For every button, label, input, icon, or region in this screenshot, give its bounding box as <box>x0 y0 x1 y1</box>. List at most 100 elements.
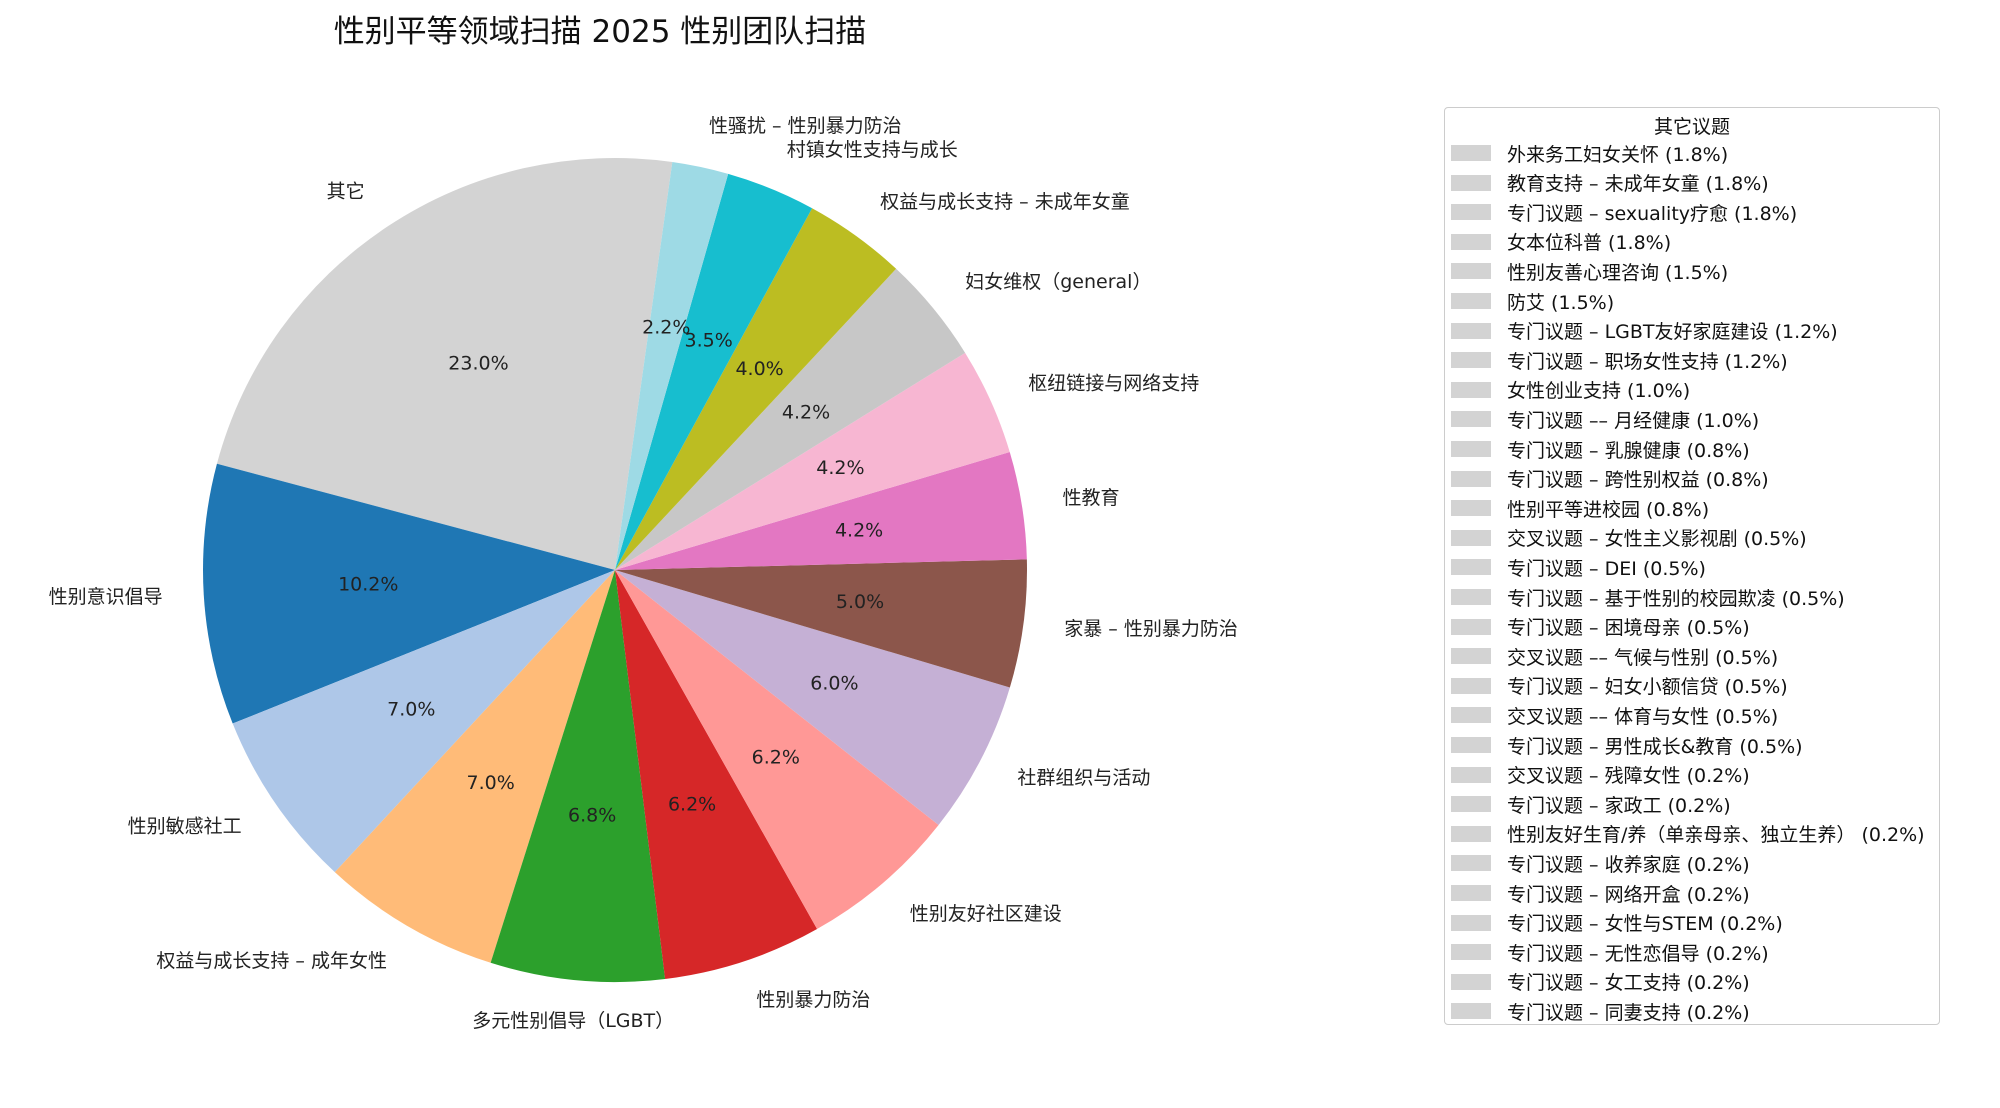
legend-item: 专门议题 – 收养家庭 (0.2%) <box>1451 849 1750 877</box>
slice-percent-label: 3.5% <box>685 330 733 352</box>
legend-swatch <box>1451 381 1491 398</box>
legend-label: 专门议题 – 困境母亲 (0.5%) <box>1507 617 1750 640</box>
legend-swatch <box>1451 559 1491 576</box>
pie-slice <box>615 173 813 570</box>
legend-swatch <box>1451 648 1491 665</box>
legend-item: 专门议题 – sexuality疗愈 (1.8%) <box>1451 198 1797 226</box>
slice-percent-label: 4.2% <box>835 520 883 542</box>
legend-item: 专门议题 – 妇女小额信贷 (0.5%) <box>1451 672 1788 700</box>
legend-swatch <box>1451 825 1491 842</box>
legend-item: 教育支持 – 未成年女童 (1.8%) <box>1451 169 1769 197</box>
slice-category-label: 妇女维权（general） <box>965 271 1151 293</box>
legend-item: 交叉议题 – 女性主义影视剧 (0.5%) <box>1451 524 1807 552</box>
legend-swatch <box>1451 677 1491 694</box>
legend-swatch <box>1451 263 1491 280</box>
slice-category-label: 多元性别倡导（LGBT） <box>472 1010 674 1032</box>
slice-percent-label: 2.2% <box>642 317 690 339</box>
legend-label: 女性创业支持 (1.0%) <box>1507 380 1691 403</box>
legend-item: 专门议题 – 无性恋倡导 (0.2%) <box>1451 938 1769 966</box>
legend-label: 外来务工妇女关怀 (1.8%) <box>1507 143 1729 166</box>
slice-percent-label: 10.2% <box>338 573 398 595</box>
pie-slice <box>615 162 729 570</box>
slice-percent-label: 6.0% <box>810 672 858 694</box>
legend-item: 专门议题 – 同妻支持 (0.2%) <box>1451 997 1750 1025</box>
legend-item: 女性创业支持 (1.0%) <box>1451 376 1690 404</box>
legend-swatch <box>1451 174 1491 191</box>
legend-label: 专门议题 – 男性成长&教育 (0.5%) <box>1507 735 1803 758</box>
slice-category-label: 性别敏感社工 <box>128 815 242 837</box>
slice-category-label: 性别友好社区建设 <box>910 903 1062 925</box>
slice-category-label: 性骚扰 – 性别暴力防治 <box>709 115 902 137</box>
legend-label: 专门议题 – 职场女性支持 (1.2%) <box>1507 350 1788 373</box>
slice-category-label: 村镇女性支持与成长 <box>787 139 958 161</box>
legend-label: 专门议题 – 同妻支持 (0.2%) <box>1507 1001 1750 1024</box>
legend-label: 交叉议题 – 女性主义影视剧 (0.5%) <box>1507 528 1807 551</box>
legend-swatch <box>1451 500 1491 517</box>
legend-label: 防艾 (1.5%) <box>1507 291 1615 314</box>
legend-item: 专门议题 – DEI (0.5%) <box>1451 553 1706 581</box>
pie-slice <box>615 559 1027 688</box>
legend-swatch <box>1451 885 1491 901</box>
slice-category-label: 性教育 <box>1063 487 1120 509</box>
legend-item: 专门议题 – 基于性别的校园欺凌 (0.5%) <box>1451 583 1845 611</box>
pie-slice <box>232 570 615 873</box>
pie-slice <box>615 570 818 979</box>
chart-title: 性别平等领域扫描 2025 性别团队扫描 <box>333 14 867 50</box>
legend-item: 外来务工妇女关怀 (1.8%) <box>1451 139 1728 167</box>
legend-item: 交叉议题 –– 气候与性别 (0.5%) <box>1451 642 1778 670</box>
pie-slice <box>615 451 1027 570</box>
legend-label: 专门议题 – 无性恋倡导 (0.2%) <box>1507 942 1769 965</box>
legend-label: 专门议题 – 跨性别权益 (0.8%) <box>1507 469 1769 492</box>
legend-item: 性别友善心理咨询 (1.5%) <box>1451 257 1728 285</box>
slice-percent-label: 4.2% <box>782 402 830 424</box>
legend-label: 专门议题 – 乳腺健康 (0.8%) <box>1507 439 1750 462</box>
legend-label: 性别平等进校园 (0.8%) <box>1507 498 1710 521</box>
legend-swatch <box>1451 766 1491 783</box>
legend-swatch <box>1451 589 1491 605</box>
legend-item: 专门议题 – 女工支持 (0.2%) <box>1451 968 1750 996</box>
legend-item: 专门议题 – 家政工 (0.2%) <box>1451 790 1731 818</box>
legend-item: 专门议题 – 乳腺健康 (0.8%) <box>1451 435 1750 463</box>
legend-item: 专门议题 – 网络开盒 (0.2%) <box>1451 879 1750 907</box>
slice-percent-label: 23.0% <box>448 352 508 374</box>
legend-swatch <box>1451 796 1491 813</box>
legend-label: 女本位科普 (1.8%) <box>1507 232 1672 255</box>
legend-swatch <box>1451 293 1491 309</box>
legend-label: 专门议题 – sexuality疗愈 (1.8%) <box>1507 202 1798 225</box>
legend-item: 女本位科普 (1.8%) <box>1451 228 1671 256</box>
legend-swatch <box>1451 441 1491 457</box>
legend-label: 交叉议题 –– 气候与性别 (0.5%) <box>1507 646 1779 669</box>
legend-label: 专门议题 – DEI (0.5%) <box>1507 557 1706 580</box>
legend-label: 专门议题 – 网络开盒 (0.2%) <box>1507 883 1750 906</box>
legend-label: 性别友善心理咨询 (1.5%) <box>1507 261 1729 284</box>
legend-swatch <box>1451 470 1491 487</box>
slice-category-label: 社群组织与活动 <box>1017 767 1150 789</box>
pie-slice <box>615 268 966 570</box>
pie-slice <box>490 570 666 983</box>
legend: 其它议题 外来务工妇女关怀 (1.8%) 教育支持 – 未成年女童 (1.8%) 专… <box>1444 107 1940 1025</box>
slice-percent-label: 4.0% <box>735 358 783 380</box>
slice-percent-label: 4.2% <box>816 457 864 479</box>
legend-item: 专门议题 – 困境母亲 (0.5%) <box>1451 613 1750 641</box>
legend-item: 专门议题 – 女性与STEM (0.2%) <box>1451 909 1783 937</box>
legend-item: 专门议题 – 跨性别权益 (0.8%) <box>1451 465 1769 493</box>
legend-item: 专门议题 – 职场女性支持 (1.2%) <box>1451 346 1788 374</box>
slice-percent-label: 7.0% <box>466 772 514 794</box>
legend-label: 专门议题 – 家政工 (0.2%) <box>1507 794 1731 817</box>
slice-percent-label: 6.2% <box>668 793 716 815</box>
slice-category-label: 其它 <box>327 181 365 203</box>
pie-slice <box>615 208 897 570</box>
legend-item: 专门议题 – LGBT友好家庭建设 (1.2%) <box>1451 317 1838 345</box>
slice-category-label: 家暴 – 性别暴力防治 <box>1064 618 1238 640</box>
slice-category-label: 性别暴力防治 <box>756 989 870 1011</box>
slice-category-label: 枢纽链接与网络支持 <box>1028 373 1199 395</box>
legend-swatch <box>1451 707 1491 724</box>
legend-label: 专门议题 – 女性与STEM (0.2%) <box>1507 913 1783 936</box>
legend-label: 专门议题 – LGBT友好家庭建设 (1.2%) <box>1507 321 1838 344</box>
pie-slice <box>615 570 939 930</box>
legend-item: 交叉议题 – 残障女性 (0.2%) <box>1451 761 1750 789</box>
legend-item: 性别友好生育/养（单亲母亲、独立生养） (0.2%) <box>1451 820 1925 848</box>
slice-percent-label: 5.0% <box>836 591 884 613</box>
legend-swatch <box>1451 411 1491 428</box>
legend-swatch <box>1451 914 1491 931</box>
